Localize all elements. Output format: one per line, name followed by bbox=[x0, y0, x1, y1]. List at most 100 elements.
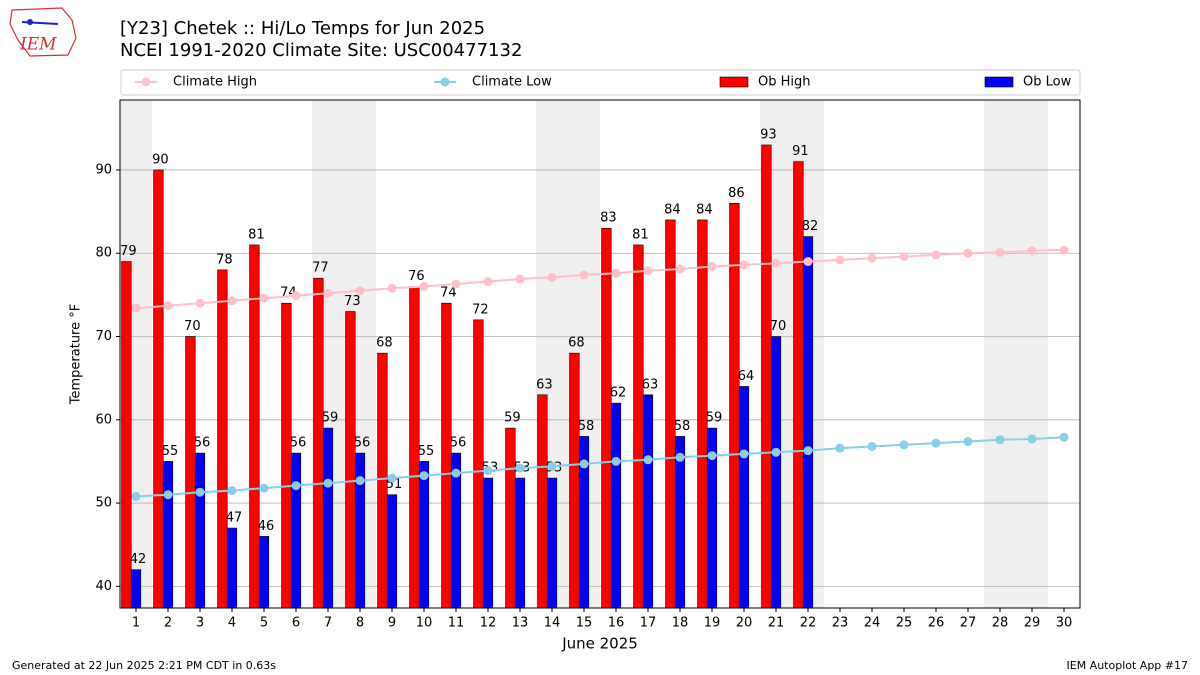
line-point bbox=[1059, 245, 1069, 255]
x-tick-label: 28 bbox=[992, 616, 1009, 631]
x-tick-label: 7 bbox=[324, 616, 332, 631]
x-tick-label: 21 bbox=[768, 616, 785, 631]
legend-swatch bbox=[984, 76, 1014, 88]
bar bbox=[217, 269, 228, 609]
bar bbox=[537, 394, 548, 609]
line-point bbox=[675, 264, 685, 274]
x-axis-label: June 2025 bbox=[561, 635, 638, 653]
legend-swatch bbox=[719, 76, 749, 88]
x-tick-label: 25 bbox=[896, 616, 913, 631]
bar-label: 90 bbox=[152, 152, 169, 167]
bar-label: 93 bbox=[760, 127, 777, 142]
line-point bbox=[1027, 246, 1037, 256]
line-point bbox=[259, 293, 269, 303]
line-point bbox=[323, 288, 333, 298]
bar-label: 56 bbox=[290, 436, 307, 451]
line-point bbox=[131, 491, 141, 501]
x-tick-label: 2 bbox=[164, 616, 172, 631]
line-point bbox=[547, 272, 557, 282]
weekend-shade bbox=[984, 100, 1016, 608]
x-tick-label: 30 bbox=[1056, 616, 1073, 631]
bar-label: 81 bbox=[632, 227, 649, 242]
bar-label: 47 bbox=[226, 511, 243, 526]
bar-label: 56 bbox=[354, 436, 371, 451]
bar-label: 68 bbox=[376, 336, 393, 351]
bar-label: 58 bbox=[578, 419, 595, 434]
x-tick-label: 9 bbox=[388, 616, 396, 631]
legend-marker bbox=[141, 77, 151, 87]
bar-label: 68 bbox=[568, 336, 585, 351]
bar-label: 73 bbox=[344, 294, 361, 309]
bar-label: 76 bbox=[408, 269, 425, 284]
bar bbox=[633, 244, 644, 609]
bar-label: 84 bbox=[696, 202, 713, 217]
bar bbox=[569, 352, 580, 609]
bar bbox=[281, 302, 292, 609]
footer-right: IEM Autoplot App #17 bbox=[1067, 659, 1189, 672]
bar bbox=[313, 277, 324, 609]
x-tick-label: 3 bbox=[196, 616, 204, 631]
x-tick-label: 19 bbox=[704, 616, 721, 631]
line-point bbox=[643, 266, 653, 276]
bar-label: 84 bbox=[664, 202, 681, 217]
bar bbox=[761, 144, 772, 609]
x-tick-label: 6 bbox=[292, 616, 300, 631]
bar bbox=[514, 477, 526, 609]
line-point bbox=[163, 301, 173, 311]
bar-label: 86 bbox=[728, 186, 745, 201]
line-point bbox=[835, 443, 845, 453]
bar bbox=[441, 302, 452, 609]
y-axis-label: Temperature °F bbox=[69, 304, 84, 405]
line-point bbox=[867, 441, 877, 451]
line-point bbox=[771, 447, 781, 457]
bar bbox=[802, 236, 814, 609]
legend-label: Ob Low bbox=[1023, 75, 1072, 90]
line-point bbox=[195, 298, 205, 308]
x-tick-label: 4 bbox=[228, 616, 236, 631]
line-point bbox=[771, 258, 781, 268]
y-tick-label: 90 bbox=[95, 162, 112, 177]
bar bbox=[505, 427, 516, 609]
line-point bbox=[547, 461, 557, 471]
line-point bbox=[931, 438, 941, 448]
line-point bbox=[195, 487, 205, 497]
bar-label: 63 bbox=[642, 377, 659, 392]
line-point bbox=[323, 478, 333, 488]
x-tick-label: 27 bbox=[960, 616, 977, 631]
line-point bbox=[739, 260, 749, 270]
x-tick-label: 8 bbox=[356, 616, 364, 631]
bar-label: 55 bbox=[162, 444, 179, 459]
bar-label: 59 bbox=[322, 411, 339, 426]
bar-label: 56 bbox=[450, 436, 467, 451]
bar-label: 63 bbox=[536, 377, 553, 392]
line-point bbox=[643, 455, 653, 465]
legend-box bbox=[120, 69, 1081, 96]
line-point bbox=[227, 486, 237, 496]
line-point bbox=[835, 255, 845, 265]
x-tick-label: 16 bbox=[608, 616, 625, 631]
line-point bbox=[803, 257, 813, 267]
bar bbox=[386, 494, 398, 609]
line-point bbox=[515, 274, 525, 284]
line bbox=[135, 248, 1065, 310]
bar bbox=[418, 461, 430, 609]
bar-label: 79 bbox=[120, 244, 137, 259]
bar bbox=[610, 402, 622, 609]
y-tick-label: 60 bbox=[95, 412, 112, 427]
bar-label: 82 bbox=[802, 219, 819, 234]
bar-label: 58 bbox=[674, 419, 691, 434]
bar bbox=[665, 219, 676, 609]
bar-label: 72 bbox=[472, 302, 489, 317]
x-tick-label: 29 bbox=[1024, 616, 1041, 631]
line-point bbox=[355, 286, 365, 296]
logo: IEM bbox=[9, 7, 77, 57]
line-point bbox=[291, 291, 301, 301]
weekend-shade bbox=[1016, 100, 1048, 608]
bar-label: 56 bbox=[194, 436, 211, 451]
bar-label: 91 bbox=[792, 144, 809, 159]
logo-dot bbox=[27, 19, 33, 25]
logo-text: IEM bbox=[19, 35, 57, 55]
bar-label: 81 bbox=[248, 227, 265, 242]
line-point bbox=[739, 449, 749, 459]
bar-label: 77 bbox=[312, 261, 329, 276]
